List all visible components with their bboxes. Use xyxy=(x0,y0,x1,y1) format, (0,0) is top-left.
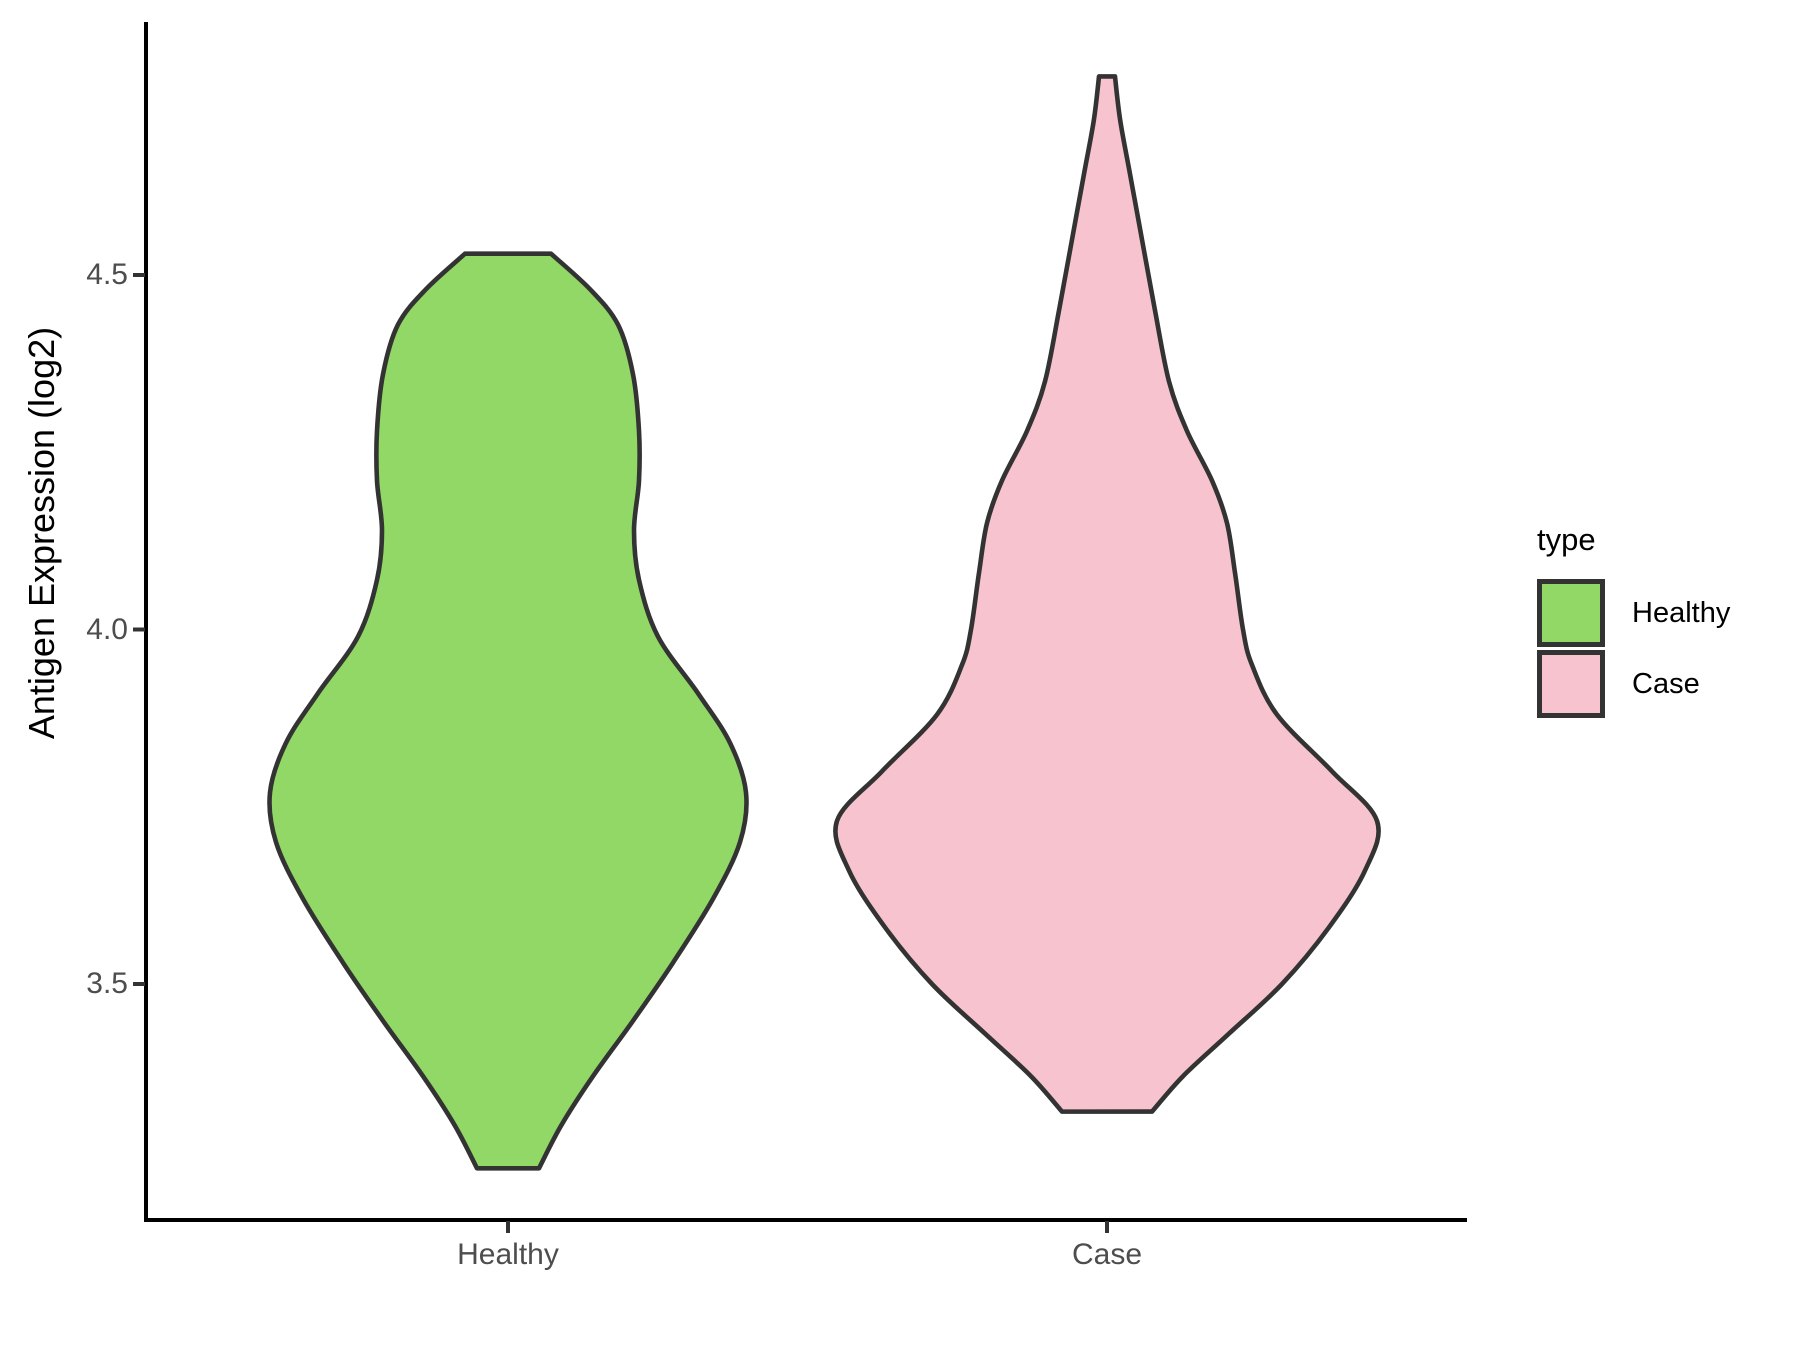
legend-label-healthy: Healthy xyxy=(1632,596,1731,629)
legend-item-healthy: Healthy xyxy=(1537,579,1730,647)
y-tick-label-3-5: 3.5 xyxy=(86,967,128,1000)
legend: type Healthy Case xyxy=(1537,524,1730,721)
violin-healthy xyxy=(267,251,749,1171)
x-tick-label-case: Case xyxy=(1071,1238,1143,1271)
legend-item-case: Case xyxy=(1537,650,1730,718)
legend-key-healthy-swatch xyxy=(1537,579,1605,647)
y-tick-label-4-5: 4.5 xyxy=(86,258,128,291)
legend-title: type xyxy=(1537,522,1596,557)
legend-label-case: Case xyxy=(1632,667,1700,700)
y-axis-title: Antigen Expression (log2) xyxy=(21,326,62,740)
legend-key-case-swatch xyxy=(1537,650,1605,718)
violin-case xyxy=(833,74,1381,1114)
x-tick-label-healthy: Healthy xyxy=(457,1238,559,1271)
y-tick-label-4-0: 4.0 xyxy=(86,612,128,646)
